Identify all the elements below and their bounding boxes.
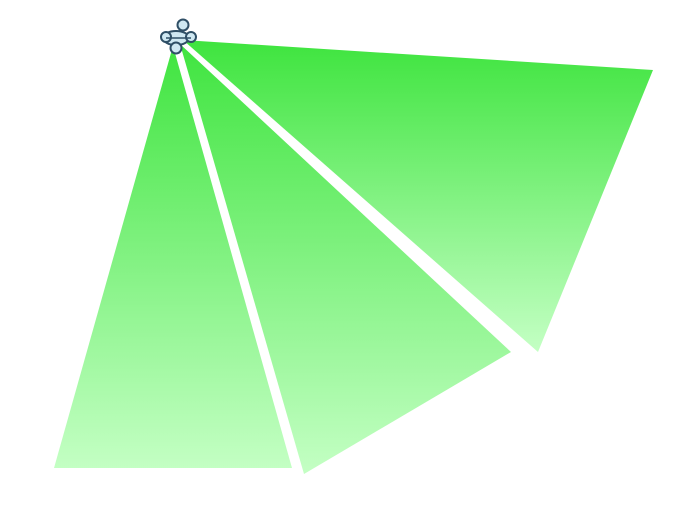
- drone-icon: [160, 18, 197, 55]
- coverage-beam-1: [54, 46, 292, 468]
- coverage-beam-2: [180, 44, 511, 474]
- coverage-beam-3: [183, 40, 653, 352]
